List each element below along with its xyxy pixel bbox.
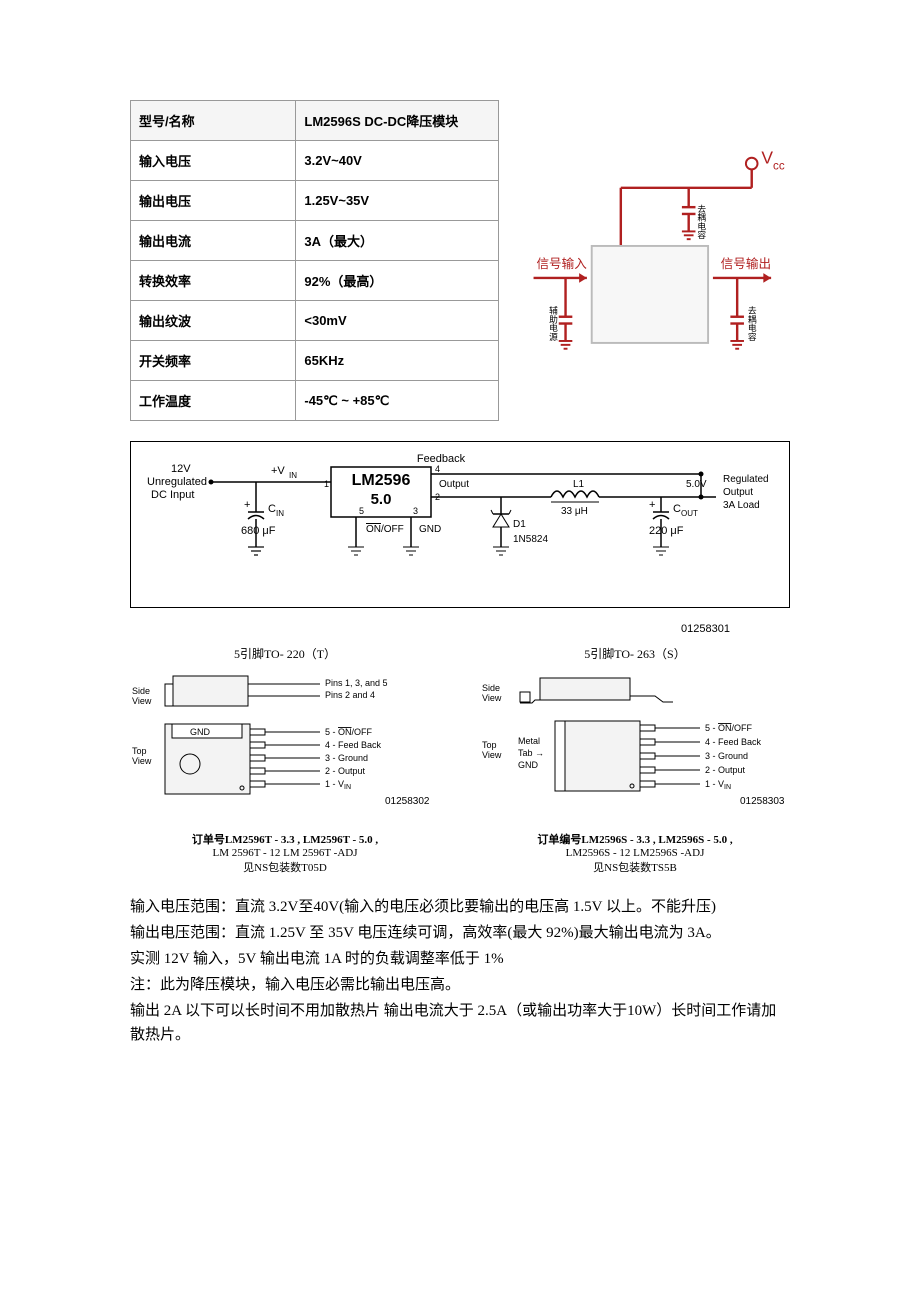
spec-table: 型号/名称 LM2596S DC-DC降压模块 输入电压3.2V~40V 输出电… [130,100,499,421]
svg-text:Pins 1, 3, and 5: Pins 1, 3, and 5 [325,678,388,688]
svg-text:33 μH: 33 μH [561,506,588,517]
svg-text:辅助电源: 辅助电源 [547,305,557,342]
header-label: 型号/名称 [131,101,296,141]
svg-text:3: 3 [413,506,418,516]
svg-text:+: + [244,499,250,511]
svg-text:View: View [482,750,502,760]
description-text: 输入电压范围：直流 3.2V至40V(输入的电压必须比要输出的电压高 1.5V … [130,895,790,1047]
signal-out-label: 信号输出 [720,256,770,271]
svg-text:3 - Ground: 3 - Ground [325,753,368,763]
desc-p2: 输出电压范围：直流 1.25V 至 35V 电压连续可调，高效率(最大 92%)… [130,921,790,945]
svg-text:L1: L1 [573,479,585,490]
svg-text:C: C [673,503,681,515]
header-value: LM2596S DC-DC降压模块 [296,101,498,141]
feedback-label: Feedback [417,453,466,465]
table-row: 输出纹波<30mV [131,301,499,341]
svg-text:OUT: OUT [681,509,698,518]
svg-text:4 - Feed Back: 4 - Feed Back [325,740,382,750]
svg-text:Output: Output [723,487,753,498]
svg-text:1N5824: 1N5824 [513,534,548,545]
svg-text:1 - VIN: 1 - VIN [325,779,351,791]
svg-text:2 - Output: 2 - Output [325,766,366,776]
svg-text:C: C [268,503,276,515]
svg-text:ON/OFF: ON/OFF [366,524,404,535]
input-voltage: 12V [171,463,191,475]
svg-text:Top: Top [132,746,147,756]
svg-text:Side: Side [132,686,150,696]
table-row: 开关频率65KHz [131,341,499,381]
table-header-row: 型号/名称 LM2596S DC-DC降压模块 [131,101,499,141]
svg-text:GND: GND [518,760,539,770]
svg-text:cc: cc [773,159,785,172]
table-row: 转换效率92%（最高） [131,261,499,301]
svg-text:Output: Output [439,479,469,490]
svg-text:1: 1 [324,479,329,489]
top-section: 型号/名称 LM2596S DC-DC降压模块 输入电压3.2V~40V 输出电… [130,100,790,421]
svg-text:去耦电容: 去耦电容 [746,305,756,342]
svg-text:01258303: 01258303 [740,796,785,807]
svg-text:View: View [132,696,152,706]
svg-text:5.0V: 5.0V [686,479,707,490]
svg-text:2 - Output: 2 - Output [705,765,746,775]
desc-p1: 输入电压范围：直流 3.2V至40V(输入的电压必须比要输出的电压高 1.5V … [130,895,790,919]
chip-name: LM2596 [352,472,411,489]
svg-text:+: + [649,499,655,511]
svg-text:View: View [132,756,152,766]
svg-text:680 μF: 680 μF [241,525,276,537]
svg-text:Unregulated: Unregulated [147,476,207,488]
svg-text:5: 5 [359,506,364,516]
svg-text:1 - VIN: 1 - VIN [705,779,731,791]
svg-text:5 - ON/OFF: 5 - ON/OFF [705,723,753,733]
svg-text:GND: GND [190,727,211,737]
svg-text:Side: Side [482,683,500,693]
signal-in-label: 信号输入 [536,256,587,271]
svg-text:Tab →: Tab → [518,748,544,758]
package-section: 5引脚TO- 220（T） Side View Pins 1, 3, and 5… [130,645,790,875]
package-to220: 5引脚TO- 220（T） Side View Pins 1, 3, and 5… [130,645,440,875]
table-row: 输入电压3.2V~40V [131,141,499,181]
svg-text:Pins 2 and 4: Pins 2 and 4 [325,690,375,700]
svg-text:GND: GND [419,524,441,535]
svg-text:3 - Ground: 3 - Ground [705,751,748,761]
svg-text:Regulated: Regulated [723,474,769,485]
desc-p3: 实测 12V 输入，5V 输出电流 1A 时的负载调整率低于 1% [130,947,790,971]
svg-text:View: View [482,693,502,703]
svg-text:220 μF: 220 μF [649,525,684,537]
package-to263: 5引脚TO- 263（S） Side View Top View Metal T… [480,645,790,875]
svg-text:IN: IN [276,509,284,518]
circuit-code: 01258301 [130,623,730,635]
decap-label: 去耦电容 [696,203,706,240]
block-diagram: V cc 去耦电容 信号输入 信号输出 辅助电源 [519,100,791,421]
svg-text:01258302: 01258302 [385,796,430,807]
svg-text:D1: D1 [513,519,526,530]
circuit-diagram: 12V Unregulated DC Input +VIN + CIN 680 … [130,441,790,608]
svg-text:5 - ON/OFF: 5 - ON/OFF [325,727,373,737]
svg-text:3A Load: 3A Load [723,500,760,511]
svg-text:Metal: Metal [518,736,540,746]
svg-text:Top: Top [482,740,497,750]
svg-text:DC Input: DC Input [151,489,194,501]
svg-text:+V: +V [271,465,285,477]
desc-p4: 注：此为降压模块，输入电压必需比输出电压高。 [130,973,790,997]
svg-text:IN: IN [289,471,297,480]
table-row: 输出电流3A（最大） [131,221,499,261]
svg-text:4 - Feed Back: 4 - Feed Back [705,737,762,747]
desc-p5: 输出 2A 以下可以长时间不用加散热片 输出电流大于 2.5A（或输出功率大于1… [130,999,790,1047]
svg-text:5.0: 5.0 [371,491,392,508]
table-row: 工作温度-45℃ ~ +85℃ [131,381,499,421]
svg-text:4: 4 [435,464,440,474]
svg-text:V: V [761,148,773,168]
table-row: 输出电压1.25V~35V [131,181,499,221]
